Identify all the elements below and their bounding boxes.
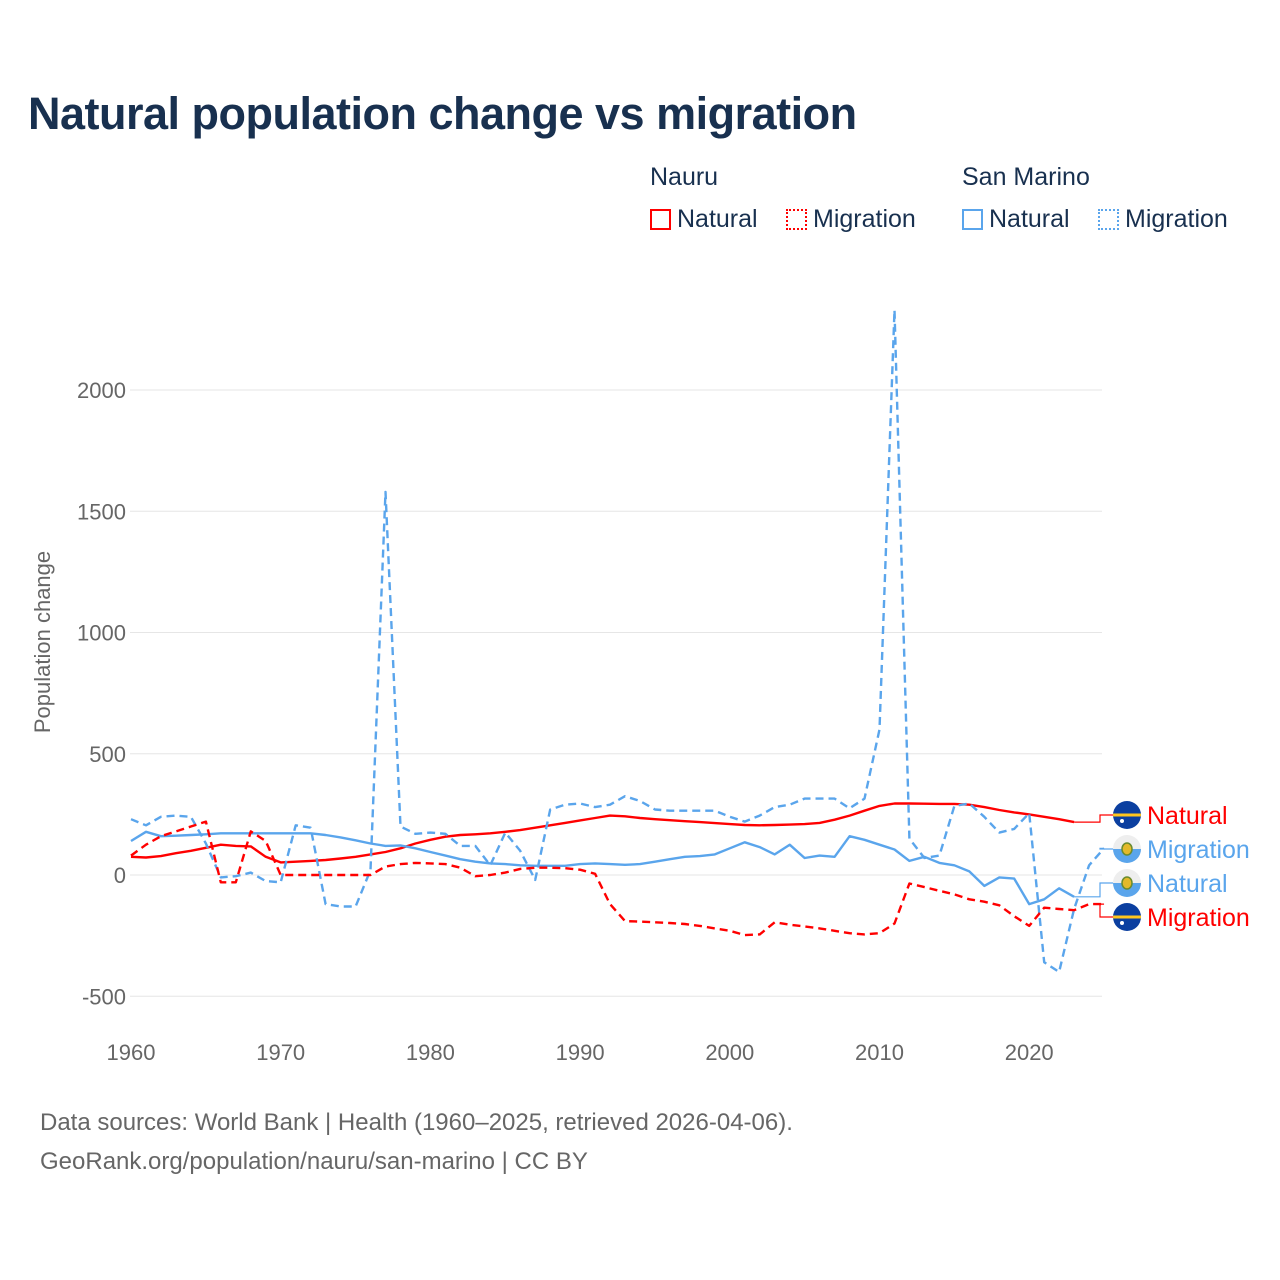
dotted-swatch-icon [786, 209, 807, 230]
x-tick-label: 1980 [406, 1040, 455, 1065]
source-text: Data sources: World Bank | Health (1960–… [40, 1109, 793, 1136]
flag-stripe [1113, 915, 1141, 919]
flag-emblem [1121, 842, 1133, 856]
label-connector [1074, 882, 1114, 898]
end-label[interactable]: Migration [1147, 904, 1250, 932]
legend-label: Migration [1125, 205, 1228, 233]
legend-item-nauru-migration[interactable]: Migration [786, 205, 916, 234]
legend-label: Natural [989, 205, 1070, 233]
y-tick-label: 500 [89, 742, 126, 767]
nauru-flag-icon [1113, 801, 1141, 829]
series-line-san-marino-migration [130, 308, 1105, 974]
flag-star [1120, 819, 1124, 823]
legend-group-nauru: Nauru [650, 163, 719, 191]
legend-item-nauru-natural[interactable]: Natural [650, 205, 758, 234]
label-connector [1099, 847, 1114, 850]
y-tick-label: 0 [114, 863, 126, 888]
y-tick-label: -500 [82, 984, 126, 1009]
legend-label: Migration [813, 205, 916, 233]
flag-star [1120, 921, 1124, 925]
end-label[interactable]: Migration [1147, 836, 1250, 864]
label-connector [1099, 903, 1114, 918]
legend-item-san-marino-natural[interactable]: Natural [962, 205, 1070, 234]
flag-lower-half [1113, 849, 1141, 863]
x-tick-label: 1960 [107, 1040, 156, 1065]
x-tick-label: 1990 [556, 1040, 605, 1065]
flag-emblem [1121, 876, 1133, 890]
source-link[interactable]: GeoRank.org/population/nauru/san-marino … [40, 1148, 588, 1175]
solid-swatch-icon [962, 209, 983, 230]
dotted-swatch-icon [1098, 209, 1119, 230]
y-tick-label: 1000 [77, 621, 126, 646]
end-label[interactable]: Natural [1147, 802, 1228, 830]
y-tick-label: 2000 [77, 378, 126, 403]
label-connector [1074, 814, 1114, 823]
series-line-nauru-migration [130, 820, 1105, 937]
san-marino-flag-icon [1113, 869, 1141, 897]
x-tick-label: 1970 [256, 1040, 305, 1065]
legend-label: Natural [677, 205, 758, 233]
end-label[interactable]: Natural [1147, 870, 1228, 898]
series-line-san-marino-natural [130, 830, 1075, 906]
nauru-flag-icon [1113, 903, 1141, 931]
x-tick-label: 2020 [1005, 1040, 1054, 1065]
y-tick-label: 1500 [77, 499, 126, 524]
y-axis-label: Population change [30, 551, 55, 733]
legend-item-san-marino-migration[interactable]: Migration [1098, 205, 1228, 234]
legend-group-san-marino: San Marino [962, 163, 1090, 191]
flag-stripe [1113, 813, 1141, 817]
series-line-nauru-natural [130, 802, 1075, 864]
flag-lower-half [1113, 883, 1141, 897]
x-tick-label: 2000 [705, 1040, 754, 1065]
chart-title: Natural population change vs migration [28, 88, 857, 139]
x-tick-label: 2010 [855, 1040, 904, 1065]
san-marino-flag-icon [1113, 835, 1141, 863]
solid-swatch-icon [650, 209, 671, 230]
